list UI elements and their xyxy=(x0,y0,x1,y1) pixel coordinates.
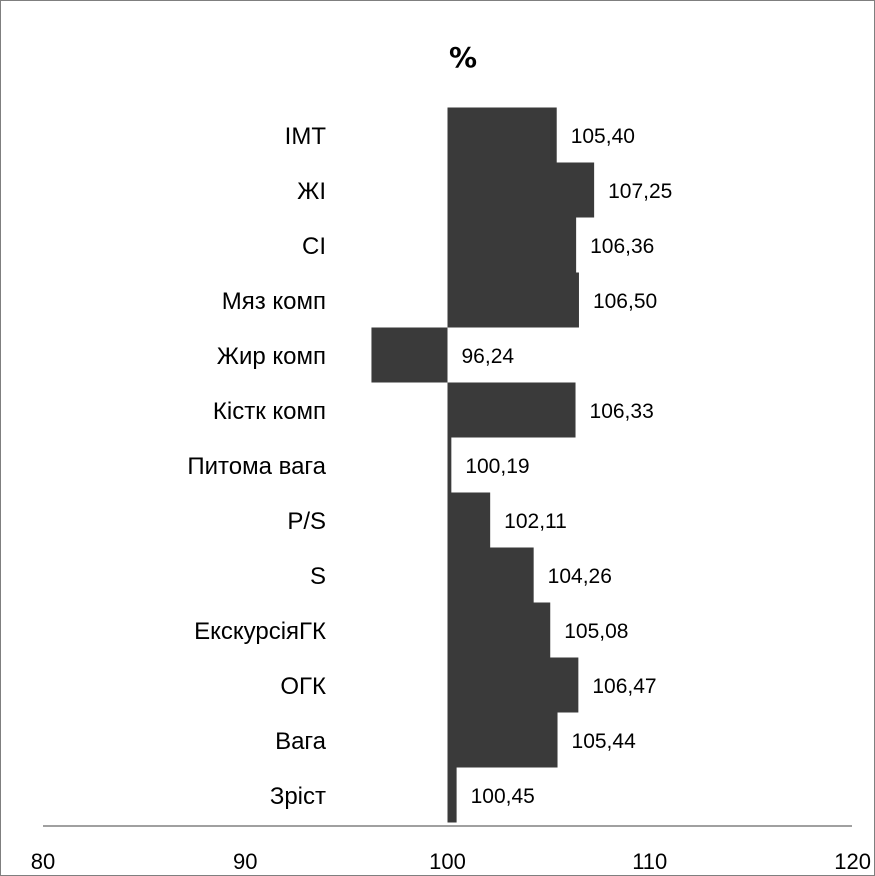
x-tick-label: 120 xyxy=(834,849,871,874)
bar-1 xyxy=(447,107,557,163)
bar-11 xyxy=(447,657,579,713)
category-label: ІМТ xyxy=(285,123,327,150)
value-label: 106,50 xyxy=(593,290,657,313)
labels-group: ІМТ 105,40 ЖІ 107,25 СІ 106,36 Мяз комп 106,50 Ж… xyxy=(187,123,672,810)
x-ticks-group: 80 90 100 110 120 xyxy=(31,849,871,874)
value-label: 107,25 xyxy=(608,180,672,203)
bar-10 xyxy=(447,602,551,658)
category-label: Зріст xyxy=(270,783,326,810)
category-label: Кістк комп xyxy=(213,398,326,425)
bar-4 xyxy=(447,272,579,328)
category-label: P/S xyxy=(287,508,326,535)
x-tick-label: 80 xyxy=(31,849,55,874)
bar-12 xyxy=(447,712,558,768)
bar-3 xyxy=(447,217,577,273)
value-label: 106,33 xyxy=(590,400,654,423)
category-label: ОГК xyxy=(280,673,326,700)
category-label: Мяз комп xyxy=(222,288,326,315)
x-tick-label: 110 xyxy=(632,849,667,874)
bar-8 xyxy=(447,492,491,548)
x-tick-label: 100 xyxy=(429,849,466,874)
category-label: Жир комп xyxy=(217,343,326,370)
category-label: СІ xyxy=(302,233,326,260)
chart-title: % xyxy=(449,41,477,74)
category-label: ЖІ xyxy=(297,178,326,205)
category-label: S xyxy=(310,563,326,590)
value-label: 105,44 xyxy=(572,730,637,753)
category-label: ЕкскурсіяГК xyxy=(194,618,326,645)
bar-5 xyxy=(371,327,448,383)
bar-6 xyxy=(447,382,576,438)
value-label: 102,11 xyxy=(504,510,567,533)
category-label: Вага xyxy=(275,728,327,755)
bar-9 xyxy=(447,547,534,603)
bar-13 xyxy=(447,767,457,823)
bar-7 xyxy=(447,437,452,493)
value-label: 100,45 xyxy=(471,785,535,808)
bars-group xyxy=(371,107,595,823)
value-label: 106,47 xyxy=(592,675,656,698)
value-label: 96,24 xyxy=(462,345,515,368)
bar-2 xyxy=(447,162,595,218)
value-label: 104,26 xyxy=(548,565,612,588)
value-label: 100,19 xyxy=(465,455,529,478)
value-label: 105,40 xyxy=(571,125,635,148)
x-tick-label: 90 xyxy=(233,849,257,874)
value-label: 105,08 xyxy=(564,620,628,643)
value-label: 106,36 xyxy=(590,235,654,258)
category-label: Питома вага xyxy=(187,453,326,480)
